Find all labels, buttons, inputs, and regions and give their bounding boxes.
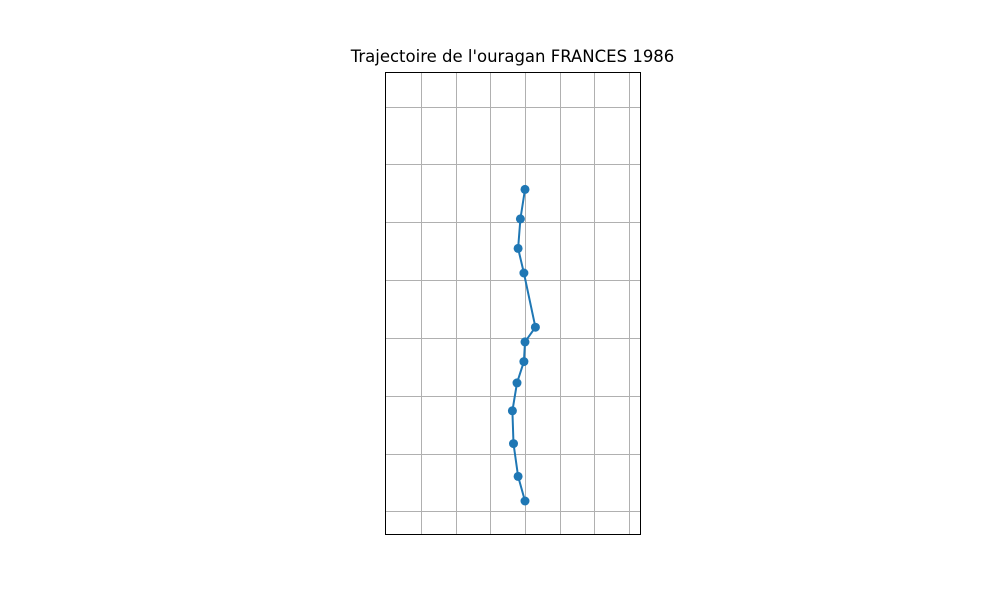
data-point xyxy=(509,439,518,449)
grid-layer xyxy=(386,73,640,534)
data-point xyxy=(520,496,530,506)
series-line xyxy=(511,189,537,502)
data-point xyxy=(512,378,522,388)
data-point xyxy=(520,184,530,194)
data-point xyxy=(519,268,529,278)
plot-frame xyxy=(385,72,641,535)
chart-title: Trajectoire de l'ouragan FRANCES 1986 xyxy=(350,47,675,66)
data-point xyxy=(515,214,525,224)
data-point xyxy=(520,337,530,347)
data-point xyxy=(513,471,523,481)
data-point xyxy=(519,357,529,367)
series-layer xyxy=(507,184,540,506)
data-point xyxy=(507,406,517,416)
data-point xyxy=(513,243,523,253)
data-point xyxy=(530,322,540,332)
